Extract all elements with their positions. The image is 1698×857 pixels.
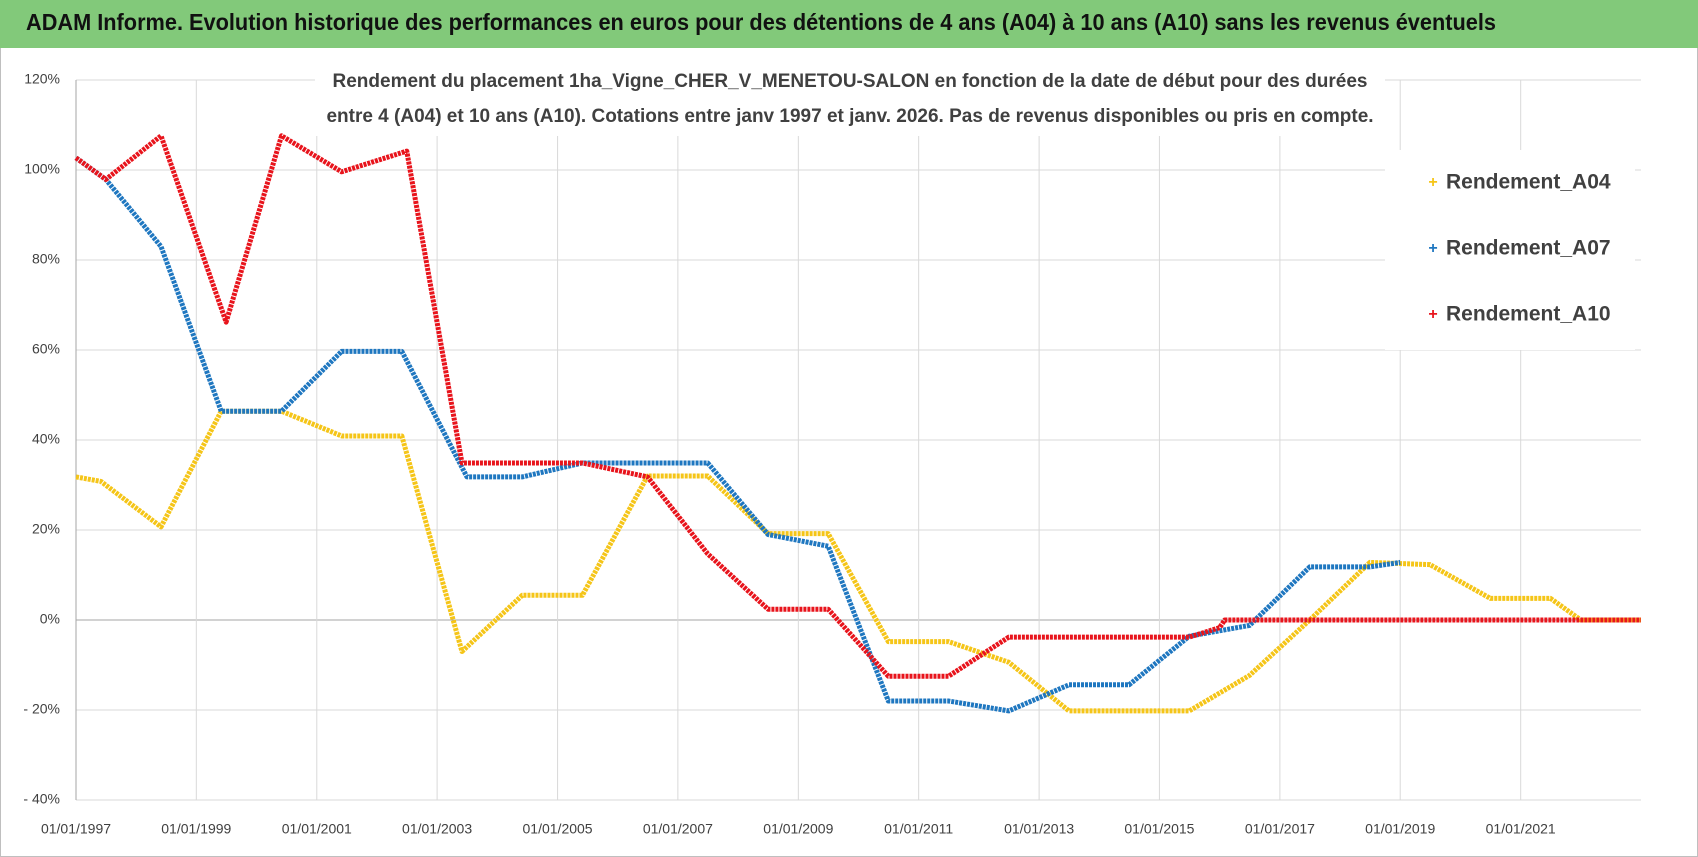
legend-label: Rendement_A07 bbox=[1446, 237, 1611, 260]
x-tick-label: 01/01/2009 bbox=[763, 821, 833, 837]
x-tick-label: 01/01/2013 bbox=[1004, 821, 1074, 837]
title-bar bbox=[0, 0, 1698, 48]
y-tick-label: 20% bbox=[32, 521, 60, 537]
legend-box bbox=[1385, 150, 1635, 350]
y-tick-label: 60% bbox=[32, 341, 60, 357]
series-line bbox=[75, 408, 1641, 714]
legend-marker: + bbox=[1428, 174, 1437, 191]
series-line bbox=[74, 155, 1401, 714]
subtitle-box bbox=[315, 66, 1385, 136]
x-tick-label: 01/01/2005 bbox=[523, 821, 593, 837]
x-tick-label: 01/01/2001 bbox=[282, 821, 352, 837]
x-tick-label: 01/01/2017 bbox=[1245, 821, 1315, 837]
series-line bbox=[74, 133, 1641, 679]
y-tick-label: 120% bbox=[24, 71, 60, 87]
legend: + Rendement_A04 + Rendement_A07 + Rendement_A… bbox=[1428, 171, 1611, 326]
y-tick-label: - 20% bbox=[23, 701, 60, 717]
chart-title: ADAM Informe. Evolution historique des p… bbox=[26, 9, 1496, 35]
x-tick-label: 01/01/2011 bbox=[884, 821, 953, 837]
legend-marker: + bbox=[1428, 240, 1437, 257]
x-tick-label: 01/01/1997 bbox=[41, 821, 111, 837]
legend-label: Rendement_A04 bbox=[1446, 171, 1611, 194]
subtitle: entre 4 (A04) et 10 ans (A10). Cotations… bbox=[326, 106, 1373, 127]
x-tick-label: 01/01/2015 bbox=[1124, 821, 1194, 837]
legend-marker: + bbox=[1428, 306, 1437, 323]
legend-label: Rendement_A10 bbox=[1446, 303, 1611, 326]
subtitle: Rendement du placement 1ha_Vigne_CHER_V_… bbox=[333, 71, 1368, 92]
y-tick-label: 100% bbox=[24, 161, 60, 177]
y-tick-label: 0% bbox=[40, 611, 60, 627]
y-tick-label: - 40% bbox=[23, 791, 60, 807]
y-tick-label: 40% bbox=[32, 431, 60, 447]
x-tick-label: 01/01/2019 bbox=[1365, 821, 1435, 837]
plot bbox=[74, 133, 1641, 714]
x-tick-label: 01/01/2021 bbox=[1486, 821, 1556, 837]
x-tick-label: 01/01/2007 bbox=[643, 821, 713, 837]
y-tick-label: 80% bbox=[32, 251, 60, 267]
x-tick-label: 01/01/2003 bbox=[402, 821, 472, 837]
x-tick-label: 01/01/1999 bbox=[161, 821, 231, 837]
